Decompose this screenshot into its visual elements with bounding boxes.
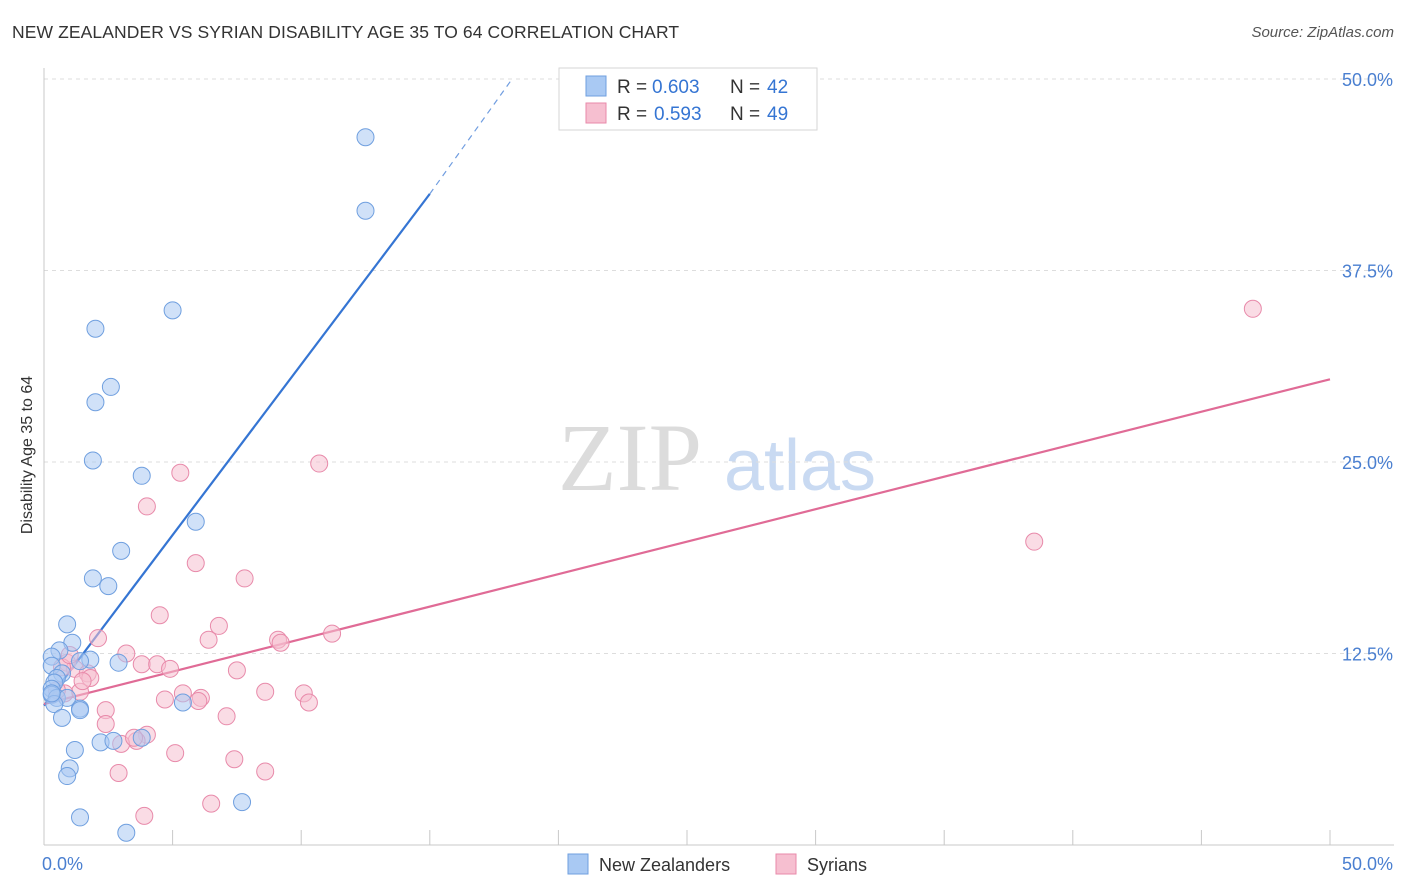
point-syrian: [271, 633, 290, 652]
point-new-zealander: [173, 693, 192, 712]
stats-sy-n-value: 49: [767, 104, 788, 125]
point-new-zealander: [58, 767, 77, 786]
point-new-zealander: [132, 466, 151, 485]
point-new-zealander: [58, 615, 77, 634]
data-points: [42, 128, 1262, 842]
point-syrian: [137, 497, 156, 516]
point-new-zealander: [71, 701, 90, 720]
point-syrian: [227, 661, 246, 680]
legend-swatch-nz: [567, 853, 589, 875]
point-new-zealander: [356, 128, 375, 147]
legend-label-sy: Syrians: [807, 855, 867, 875]
stats-swatch-sy: [585, 102, 607, 124]
point-new-zealander: [71, 652, 90, 671]
x-tick-label: 0.0%: [42, 854, 83, 874]
stats-nz-r-value: 0.603: [652, 77, 700, 98]
watermark-atlas: atlas: [724, 426, 876, 506]
point-syrian: [209, 616, 228, 635]
point-new-zealander: [86, 393, 105, 412]
y-tick-label: 50.0%: [1342, 70, 1393, 90]
point-syrian: [299, 693, 318, 712]
point-new-zealander: [53, 708, 72, 727]
trend-line-syrians: [43, 378, 1331, 706]
point-new-zealander: [101, 377, 120, 396]
point-syrian: [150, 606, 169, 625]
trend-line-new-zealanders-extension: [429, 78, 513, 195]
point-syrian: [1243, 299, 1262, 318]
point-new-zealander: [163, 301, 182, 320]
chart-title: NEW ZEALANDER VS SYRIAN DISABILITY AGE 3…: [12, 22, 680, 42]
point-new-zealander: [356, 201, 375, 220]
source-label: Source: ZipAtlas.com: [1251, 24, 1394, 41]
point-syrian: [161, 659, 180, 678]
point-new-zealander: [233, 793, 252, 812]
point-new-zealander: [117, 823, 136, 842]
point-syrian: [132, 655, 151, 674]
trend-lines: [43, 78, 1331, 707]
stats-nz-n-label: N =: [730, 77, 760, 98]
point-new-zealander: [83, 569, 102, 588]
point-syrian: [135, 806, 154, 825]
stats-sy-r-label: R =: [617, 104, 647, 125]
bottom-legend: New Zealanders Syrians: [567, 853, 867, 875]
stats-nz-n-value: 42: [767, 77, 788, 98]
stats-sy-r-value: 0.593: [654, 104, 702, 125]
trend-line-new-zealanders: [43, 193, 431, 707]
point-syrian: [256, 682, 275, 701]
point-syrian: [166, 744, 185, 763]
point-syrian: [256, 762, 275, 781]
point-new-zealander: [112, 541, 131, 560]
point-syrian: [202, 794, 221, 813]
point-syrian: [323, 624, 342, 643]
gridlines: [44, 78, 1394, 654]
y-tick-label: 12.5%: [1342, 645, 1393, 665]
point-syrian: [217, 707, 236, 726]
point-new-zealander: [99, 577, 118, 596]
point-syrian: [73, 672, 92, 691]
point-syrian: [1025, 532, 1044, 551]
point-new-zealander: [109, 653, 128, 672]
point-syrian: [235, 569, 254, 588]
point-new-zealander: [186, 512, 205, 531]
point-syrian: [189, 691, 208, 710]
point-syrian: [89, 629, 108, 648]
legend-label-nz: New Zealanders: [599, 855, 730, 875]
point-syrian: [186, 554, 205, 573]
x-tick-label: 50.0%: [1342, 854, 1393, 874]
stats-legend-box: R = 0.603 N = 42 R = 0.593 N = 49: [558, 67, 818, 131]
point-new-zealander: [132, 728, 151, 747]
point-new-zealander: [71, 808, 90, 827]
point-new-zealander: [86, 319, 105, 338]
stats-sy-n-label: N =: [730, 104, 760, 125]
point-syrian: [225, 750, 244, 769]
point-syrian: [199, 630, 218, 649]
point-new-zealander: [65, 741, 84, 760]
axes: [43, 68, 1394, 846]
point-new-zealander: [42, 684, 61, 703]
legend-swatch-sy: [775, 853, 797, 875]
point-syrian: [310, 454, 329, 473]
stats-nz-r-label: R =: [617, 77, 647, 98]
y-tick-label: 37.5%: [1342, 262, 1393, 282]
point-syrian: [155, 690, 174, 709]
stats-swatch-nz: [585, 75, 607, 97]
point-syrian: [171, 463, 190, 482]
point-syrian: [96, 714, 115, 733]
point-new-zealander: [83, 451, 102, 470]
point-syrian: [109, 763, 128, 782]
y-tick-label: 25.0%: [1342, 453, 1393, 473]
watermark-zip: ZIP: [558, 404, 702, 511]
tick-labels: 12.5% 25.0% 37.5% 50.0% 0.0% 50.0%: [42, 70, 1393, 874]
point-new-zealander: [104, 731, 123, 750]
